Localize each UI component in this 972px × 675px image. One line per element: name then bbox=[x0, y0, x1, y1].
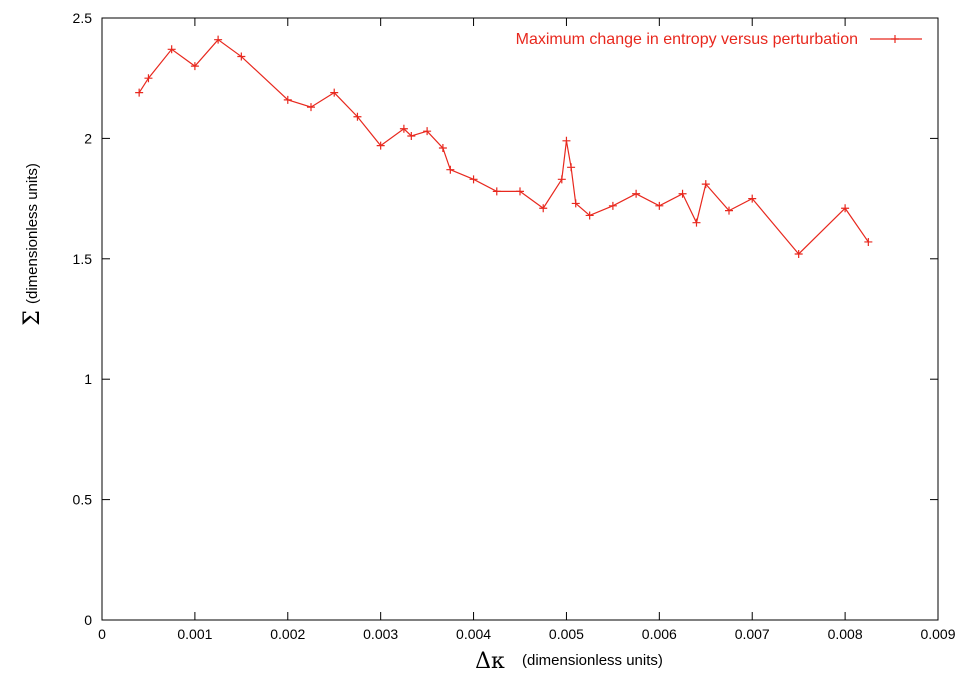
data-point-marker bbox=[446, 166, 454, 174]
y-axis-symbol: Σ bbox=[20, 310, 45, 326]
x-axis-ticks: 0 0.001 0.002 0.003 0.004 0.005 0.006 0.007 0.00… bbox=[98, 18, 956, 642]
legend: Maximum change in entropy versus perturb… bbox=[516, 31, 922, 48]
x-tick-label: 0.006 bbox=[642, 626, 677, 642]
x-axis-symbol: Δκ bbox=[475, 649, 505, 674]
data-point-marker bbox=[655, 202, 663, 210]
legend-marker bbox=[891, 35, 899, 43]
y-axis-ticks: 0 0.5 1 1.5 2 2.5 bbox=[73, 10, 938, 628]
data-point-marker bbox=[493, 187, 501, 195]
series-layer bbox=[135, 36, 872, 258]
data-point-marker bbox=[539, 204, 547, 212]
data-point-marker bbox=[470, 175, 478, 183]
data-point-marker bbox=[558, 175, 566, 183]
y-tick-label: 1.5 bbox=[73, 251, 93, 267]
y-tick-label: 2.5 bbox=[73, 10, 93, 26]
y-tick-label: 0 bbox=[84, 612, 92, 628]
x-tick-label: 0 bbox=[98, 626, 106, 642]
plot-frame bbox=[102, 18, 938, 620]
x-tick-label: 0.007 bbox=[735, 626, 770, 642]
data-point-marker bbox=[307, 103, 315, 111]
data-point-marker bbox=[562, 137, 570, 145]
data-point-marker bbox=[632, 190, 640, 198]
y-tick-label: 0.5 bbox=[73, 492, 93, 508]
x-tick-label: 0.009 bbox=[920, 626, 955, 642]
x-tick-label: 0.001 bbox=[177, 626, 212, 642]
data-point-marker bbox=[692, 219, 700, 227]
x-tick-label: 0.003 bbox=[363, 626, 398, 642]
data-point-marker bbox=[679, 190, 687, 198]
x-tick-label: 0.008 bbox=[828, 626, 863, 642]
y-axis-unit: (dimensionless units) bbox=[24, 163, 41, 304]
data-point-marker bbox=[135, 89, 143, 97]
data-point-marker bbox=[864, 238, 872, 246]
x-axis-unit: (dimensionless units) bbox=[522, 652, 663, 669]
y-axis-label: Σ (dimensionless units) bbox=[20, 163, 45, 326]
y-tick-label: 1 bbox=[84, 371, 92, 387]
x-tick-label: 0.002 bbox=[270, 626, 305, 642]
series-line bbox=[139, 40, 868, 254]
data-point-marker bbox=[609, 202, 617, 210]
y-tick-label: 2 bbox=[84, 130, 92, 146]
x-tick-label: 0.005 bbox=[549, 626, 584, 642]
legend-label: Maximum change in entropy versus perturb… bbox=[516, 31, 858, 48]
x-tick-label: 0.004 bbox=[456, 626, 491, 642]
data-point-marker bbox=[567, 163, 575, 171]
data-point-marker bbox=[516, 187, 524, 195]
